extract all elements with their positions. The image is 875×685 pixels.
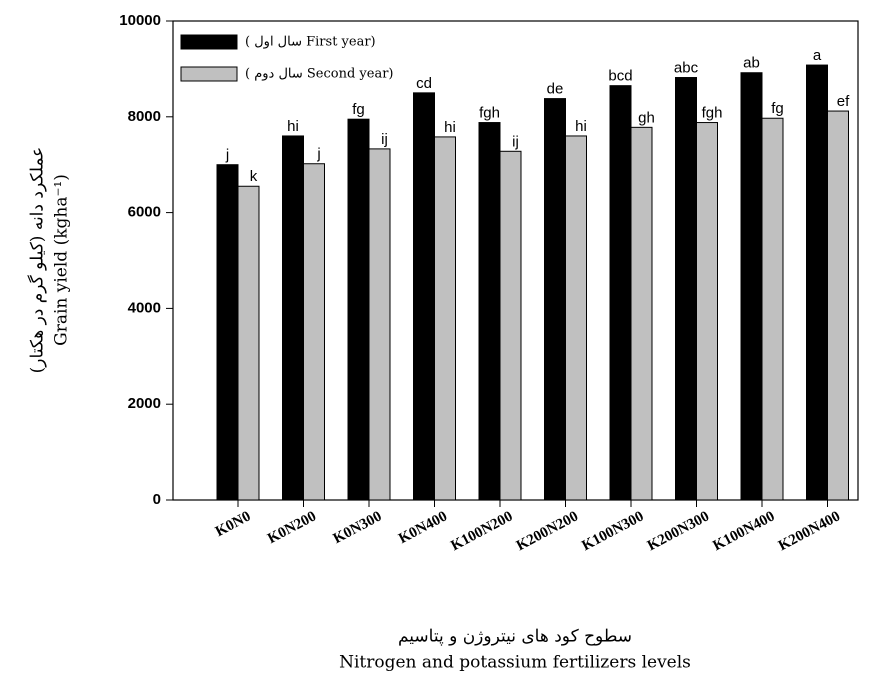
bar [368,148,391,501]
x-axis-label: Nitrogen and potassium fertilizers level… [339,653,691,673]
x-tick-label: K200N200 [514,508,581,554]
y-axis-label: Grain yield (kgha⁻¹) [52,174,72,346]
bar [740,72,763,501]
significance-letter: abc [674,59,699,76]
y-axis-label: عملکرد دانه (کیلو گرم در هکتار) [27,147,48,374]
legend-swatch [180,34,238,50]
x-tick-label: K0N200 [265,508,319,547]
bar [303,163,325,501]
bar [216,164,239,501]
significance-letter: gh [638,109,655,126]
bar [434,136,456,501]
significance-letter: hi [575,118,587,135]
significance-letter: fgh [479,105,500,122]
significance-letter: j [316,146,320,163]
y-tick-label: 2000 [128,395,161,412]
x-tick-label: K200N300 [645,508,712,554]
significance-letter: j [225,147,229,164]
y-tick-label: 8000 [128,108,161,125]
bar [565,135,587,501]
legend-label: ( سال دوم Second year) [245,67,394,82]
bar [347,118,370,501]
x-axis-label: سطوح کود های نیتروژن و پتاسیم [398,627,632,647]
significance-letter: hi [287,118,299,135]
significance-letter: ij [381,131,388,148]
significance-letter: ab [743,55,760,72]
y-tick-label: 10000 [119,12,161,29]
bar [544,98,566,501]
bar [827,110,849,501]
significance-letter: k [250,168,258,185]
legend-label: ( سال اول First year) [245,35,376,50]
bar [237,185,260,501]
bar [761,117,784,501]
significance-letter: cd [416,75,432,92]
bar [478,122,501,501]
significance-letter: ef [837,93,850,110]
bar [609,85,632,501]
x-tick-label: K100N300 [579,508,646,554]
significance-letter: de [547,81,564,98]
bar [630,126,653,501]
y-tick-label: 4000 [128,299,161,316]
significance-letter: bcd [608,68,632,85]
bar [696,122,718,501]
x-tick-label: K0N400 [396,508,450,547]
y-tick-label: 0 [153,491,161,508]
significance-letter: ij [512,133,519,150]
bar [675,77,697,501]
x-tick-label: K0N300 [331,508,385,547]
significance-letter: fg [352,101,365,118]
bar [413,92,435,501]
x-tick-label: K0N0 [213,508,254,540]
significance-letter: fgh [702,105,723,122]
bar [499,150,522,501]
significance-letter: hi [444,119,456,136]
x-tick-label: K100N200 [448,508,515,554]
significance-letter: a [813,47,822,64]
x-tick-label: K200N400 [776,508,843,554]
bar [806,64,828,501]
y-tick-label: 6000 [128,204,161,221]
legend-swatch [180,66,238,82]
bar [282,135,304,501]
x-tick-label: K100N400 [710,508,777,554]
significance-letter: fg [771,100,784,117]
